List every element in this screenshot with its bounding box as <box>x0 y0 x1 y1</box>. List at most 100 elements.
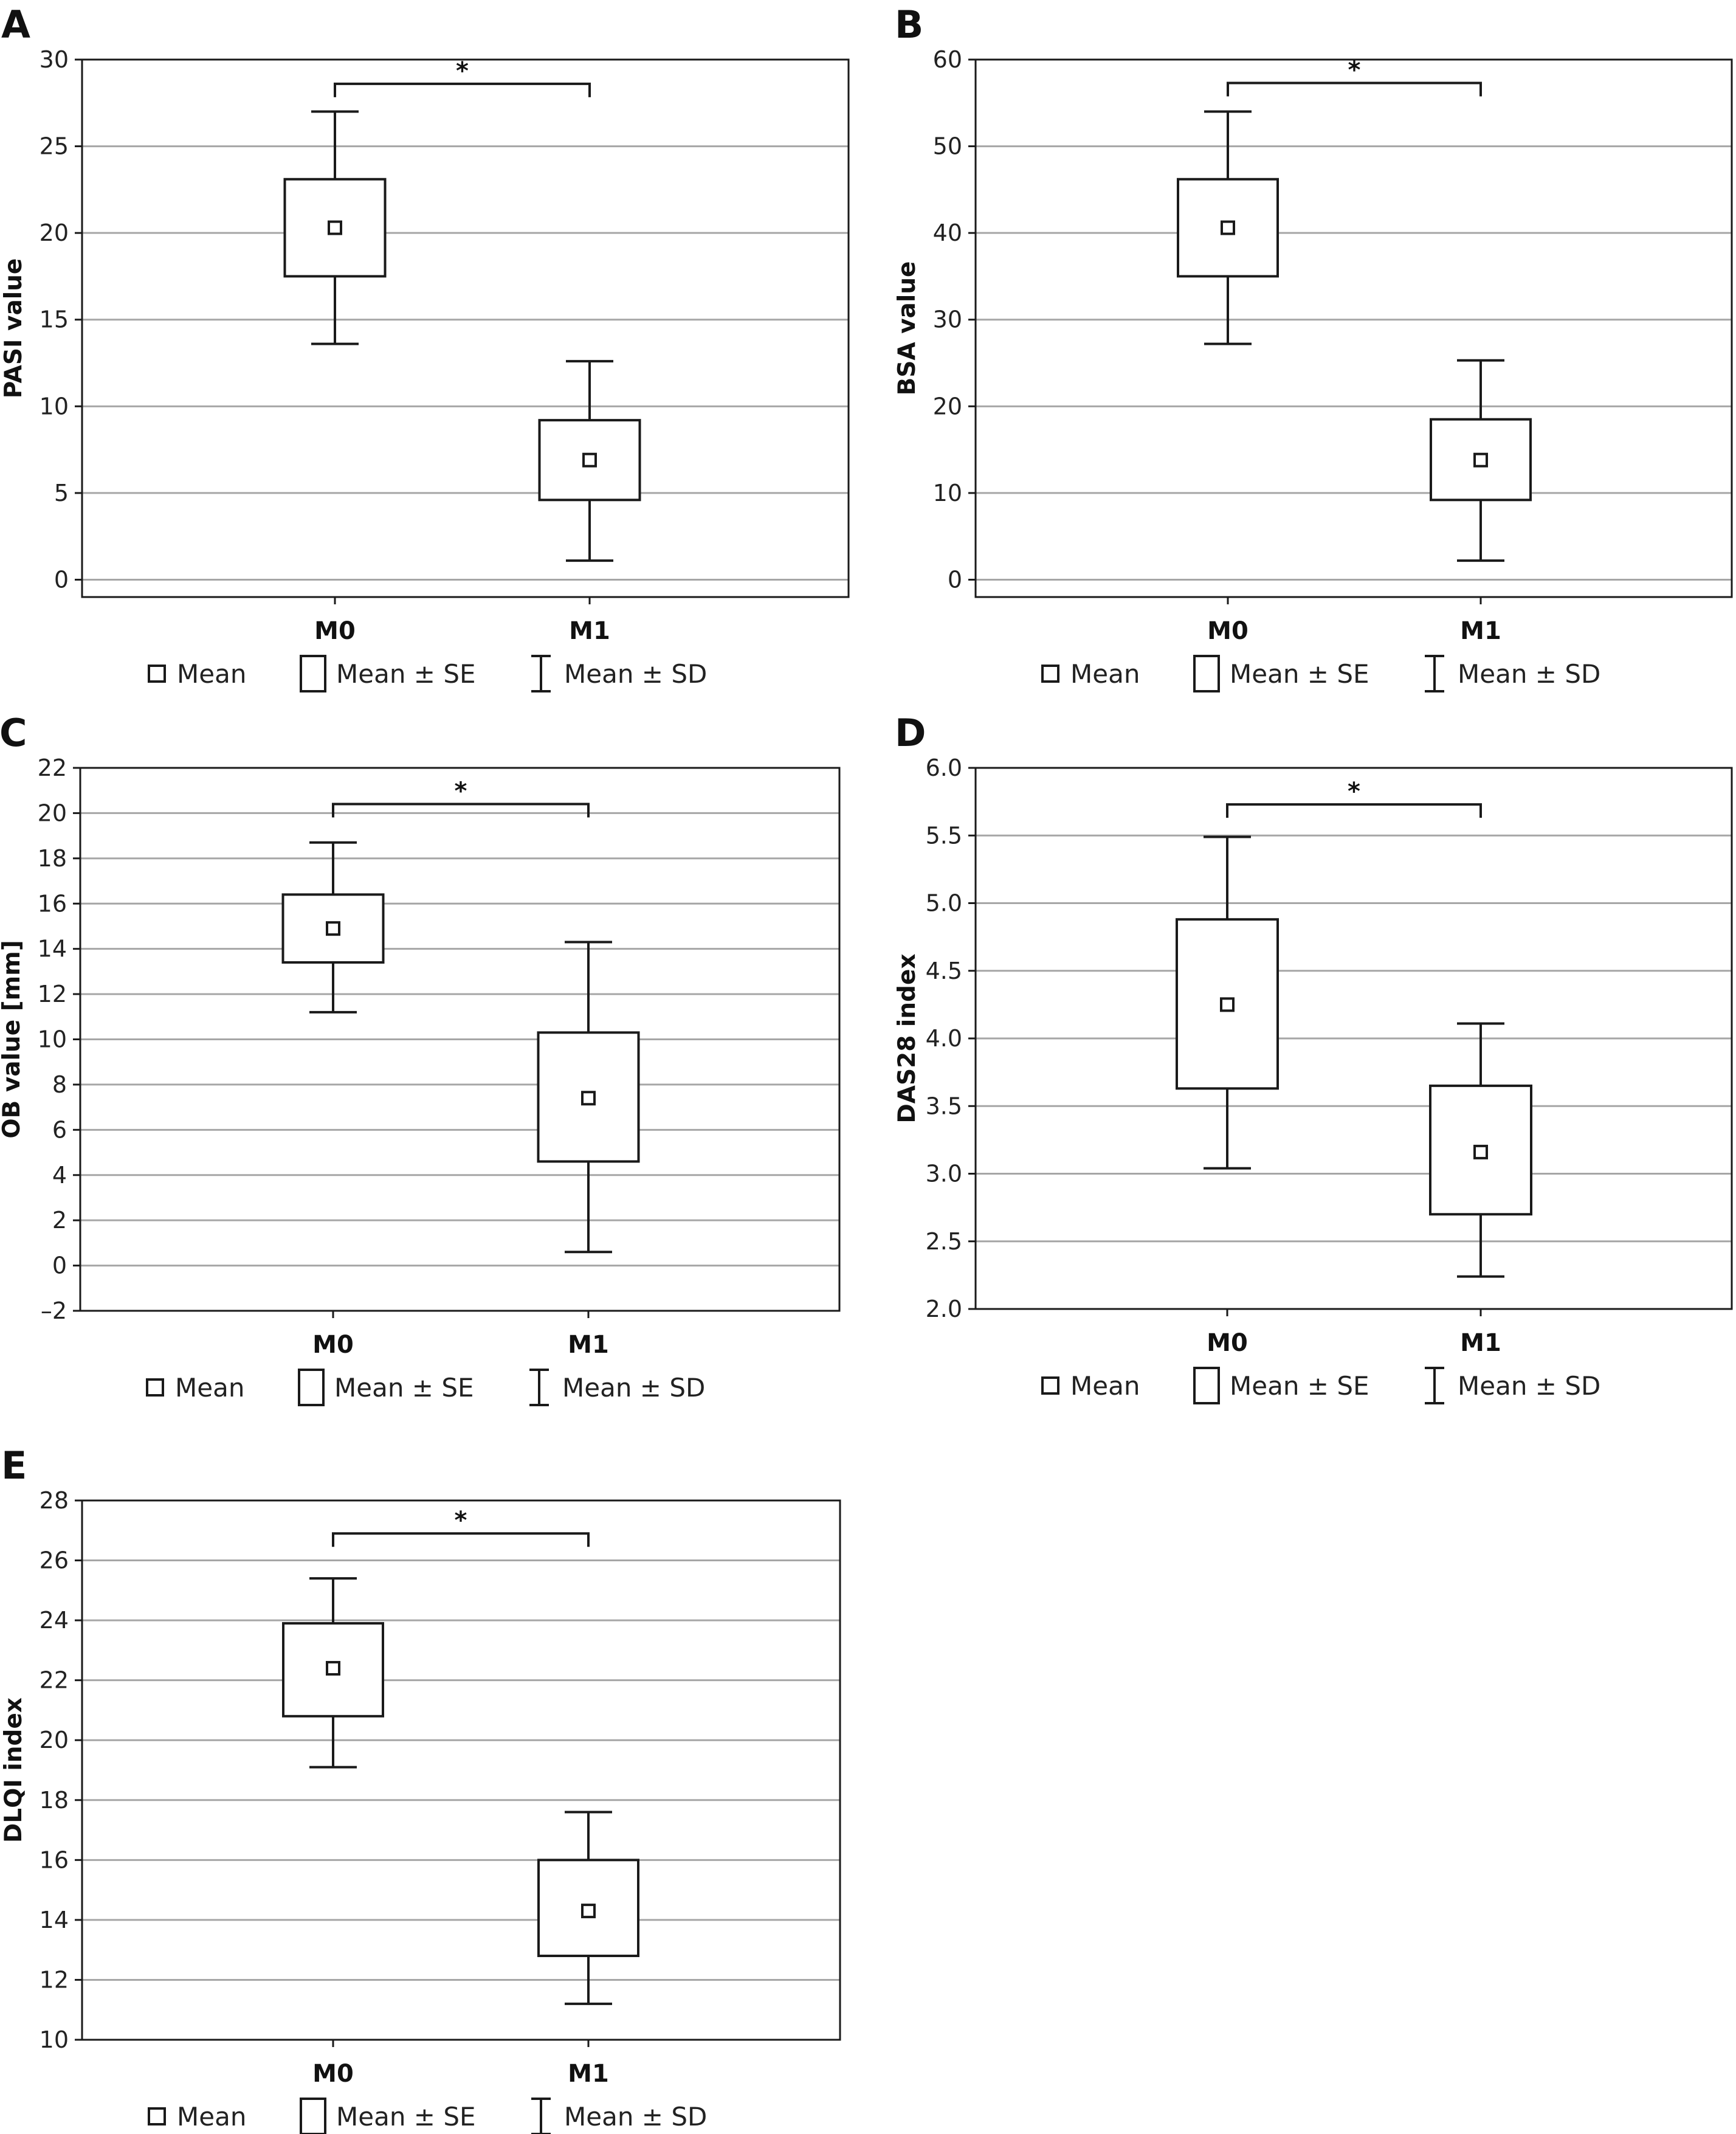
y-tick-label: 8 <box>52 1071 67 1098</box>
y-tick-label: 3.5 <box>926 1093 962 1119</box>
x-category-label: M1 <box>568 1331 609 1359</box>
mean-marker <box>1473 452 1488 468</box>
y-tick-label: 10 <box>40 2026 69 2053</box>
legend-sd-icon <box>531 2098 551 2134</box>
legend-mean-label: Mean <box>175 1373 244 1403</box>
panel-letter: A <box>1 2 30 47</box>
legend: Mean Mean ± SE Mean ± SD <box>146 1369 705 1406</box>
y-tick-label: 0 <box>54 566 69 593</box>
significance-label: * <box>456 57 469 85</box>
significance-label: * <box>1348 56 1361 84</box>
x-category-label: M0 <box>1207 617 1249 645</box>
y-tick-label: 10 <box>38 1026 67 1053</box>
legend-sd-label: Mean ± SD <box>1458 1371 1600 1401</box>
y-tick-label: 28 <box>40 1487 69 1514</box>
x-category-label: M1 <box>1460 617 1501 645</box>
panel-letter: D <box>895 711 926 755</box>
mean-marker <box>1473 1144 1488 1159</box>
legend-se-label: Mean ± SE <box>336 2102 476 2132</box>
legend: Mean Mean ± SE Mean ± SD <box>148 2098 707 2134</box>
y-tick-label: 6.0 <box>926 754 962 781</box>
significance-bracket <box>1227 81 1482 97</box>
plot-frame <box>974 767 1733 1310</box>
legend: Mean Mean ± SE Mean ± SD <box>148 655 707 692</box>
legend-se-icon <box>298 1369 325 1406</box>
y-tick-label: 24 <box>40 1607 69 1634</box>
plot-frame <box>974 58 1733 598</box>
y-tick-label: 20 <box>933 393 962 420</box>
x-category-label: M1 <box>569 617 610 645</box>
legend-sd-icon <box>1425 1367 1444 1404</box>
y-tick-label: 5.5 <box>926 822 962 849</box>
y-tick-label: 20 <box>38 799 67 826</box>
legend-mean-label: Mean <box>1070 1371 1140 1401</box>
plot-frame <box>81 58 850 598</box>
legend-sd-icon <box>531 655 551 692</box>
legend-se-icon <box>300 2098 326 2134</box>
legend-mean-label: Mean <box>177 659 246 689</box>
legend: Mean Mean ± SE Mean ± SD <box>1041 1367 1600 1404</box>
legend-mean-icon <box>1041 1376 1059 1395</box>
x-category-label: M1 <box>568 2060 609 2088</box>
legend: Mean Mean ± SE Mean ± SD <box>1041 655 1600 692</box>
y-tick-label: 10 <box>933 480 962 506</box>
panel-c: C –2 0 2 4 6 8 10 12 14 16 18 20 22 OB value [mm] M0 M1 *… <box>0 711 841 1406</box>
y-tick-label: 12 <box>38 981 67 1007</box>
y-tick-label: 2.0 <box>926 1296 962 1322</box>
y-tick-label: 4.5 <box>926 958 962 984</box>
x-category-label: M0 <box>1207 1329 1248 1357</box>
mean-marker <box>1221 220 1235 235</box>
significance-bracket <box>334 82 591 97</box>
y-axis-title: DAS28 index <box>894 953 921 1123</box>
mean-marker <box>582 452 597 468</box>
significance-bracket <box>1226 803 1482 818</box>
panel-e: E 10 12 14 16 18 20 22 24 26 28 DLQI index M0 M1 * Mean… <box>0 1443 841 2134</box>
legend-mean-icon <box>1041 665 1059 683</box>
legend-se-icon <box>1193 655 1220 692</box>
mean-marker <box>581 1091 596 1106</box>
mean-marker <box>328 220 342 235</box>
legend-mean-label: Mean <box>1070 659 1140 689</box>
panel-b: B 0 10 20 30 40 50 60 BSA value M0 M1 * Mean Mean ± S… <box>894 2 1733 692</box>
y-tick-label: 30 <box>40 46 69 73</box>
legend-se-label: Mean ± SE <box>1230 1371 1369 1401</box>
y-tick-label: 0 <box>52 1252 67 1279</box>
x-category-label: M0 <box>314 617 356 645</box>
y-tick-label: 60 <box>933 46 962 73</box>
y-tick-label: 2 <box>52 1207 67 1234</box>
significance-label: * <box>455 778 467 806</box>
y-tick-label: 40 <box>933 219 962 246</box>
x-category-label: M0 <box>312 2060 354 2088</box>
panel-letter: B <box>895 2 923 47</box>
y-tick-label: 18 <box>40 1787 69 1814</box>
significance-bracket <box>332 803 590 818</box>
y-tick-label: 14 <box>40 1907 69 1933</box>
legend-mean-icon <box>148 2107 166 2125</box>
plot-frame <box>81 1499 841 2041</box>
mean-marker <box>326 921 340 936</box>
y-tick-label: 4.0 <box>926 1025 962 1052</box>
y-tick-label: 10 <box>40 393 69 420</box>
x-category-label: M1 <box>1460 1329 1501 1357</box>
y-tick-label: 20 <box>40 219 69 246</box>
legend-se-label: Mean ± SE <box>1230 659 1369 689</box>
y-tick-label: 15 <box>40 306 69 333</box>
y-tick-label: 16 <box>40 1846 69 1873</box>
legend-sd-icon <box>529 1369 549 1406</box>
legend-mean-icon <box>148 665 166 683</box>
y-tick-label: 18 <box>38 845 67 872</box>
mean-marker <box>581 1904 596 1919</box>
y-tick-label: 50 <box>933 133 962 160</box>
y-tick-label: 22 <box>40 1667 69 1694</box>
significance-bracket <box>332 1532 590 1547</box>
y-tick-label: 16 <box>38 890 67 917</box>
legend-se-label: Mean ± SE <box>334 1373 474 1403</box>
y-axis-title: PASI value <box>0 258 27 399</box>
y-tick-label: 5 <box>54 480 69 506</box>
legend-sd-icon <box>1425 655 1444 692</box>
panel-letter: C <box>0 711 27 755</box>
plot-frame <box>79 767 841 1312</box>
y-tick-label: 25 <box>40 133 69 160</box>
y-tick-label: 14 <box>38 936 67 962</box>
